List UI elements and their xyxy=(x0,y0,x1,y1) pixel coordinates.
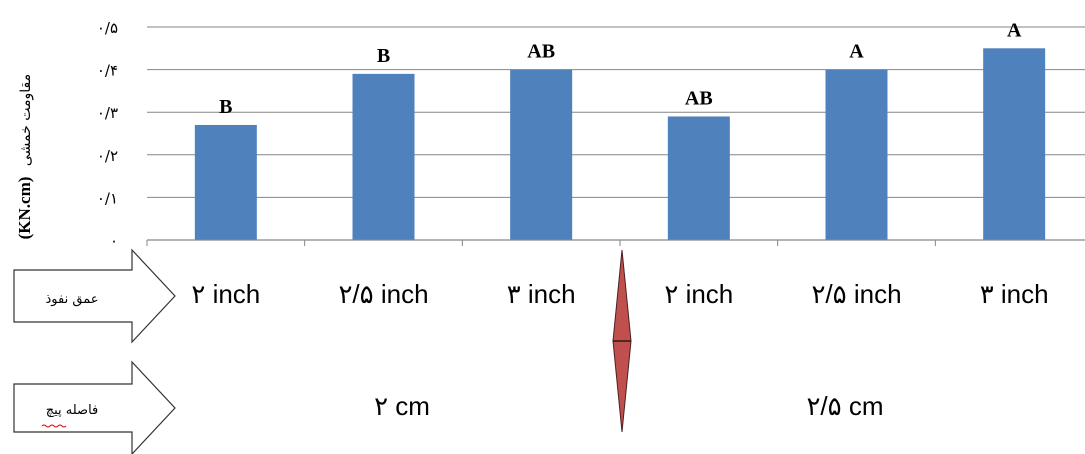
significance-letter: AB xyxy=(685,87,713,109)
significance-letter: A xyxy=(1007,19,1022,41)
significance-letter: B xyxy=(219,96,232,118)
bar xyxy=(825,69,888,240)
x-category-label: ۳ inch xyxy=(507,279,576,309)
y-tick-label: ۰/۵ xyxy=(97,19,118,37)
bar xyxy=(667,116,730,240)
bar xyxy=(352,73,415,240)
y-tick-label: ۰/۲ xyxy=(97,147,118,165)
significance-letters: B B AB AB A A xyxy=(219,19,1022,118)
spacing-value-2: ۲/۵ cm xyxy=(806,391,883,421)
spacing-value-1: ۲ cm xyxy=(374,391,430,421)
y-axis-title-unit: (KN.cm) xyxy=(15,177,34,240)
depth-arrow-label: عمق نفوذ xyxy=(46,292,99,307)
bar xyxy=(194,124,257,240)
bars xyxy=(194,48,1046,240)
bar xyxy=(983,48,1046,240)
y-tick-label: ۰/۱ xyxy=(97,189,118,207)
x-category-label: ۲/۵ inch xyxy=(338,279,428,309)
significance-letter: AB xyxy=(527,41,555,63)
significance-letter: A xyxy=(849,41,864,63)
spacing-arrow-shape xyxy=(13,360,176,454)
x-category-label: ۳ inch xyxy=(980,279,1049,309)
y-tick-label: ۰ xyxy=(110,232,118,250)
bar xyxy=(510,69,573,240)
y-tick-label: ۰/۳ xyxy=(97,104,118,122)
x-category-label: ۲ inch xyxy=(664,279,733,309)
gridlines xyxy=(147,26,1085,198)
significance-letter: B xyxy=(377,45,390,67)
x-axis: ۲ inch ۲/۵ inch ۳ inch ۲ inch ۲/۵ inch ۳ inch xyxy=(146,239,1085,309)
spacing-arrow-label: فاصله پیچ xyxy=(46,403,99,418)
x-category-label: ۲ inch xyxy=(191,279,260,309)
spellcheck-squiggle xyxy=(41,424,67,428)
depth-arrow-shape xyxy=(13,248,176,344)
y-tick-labels: ۰ ۰/۱ ۰/۲ ۰/۳ ۰/۴ ۰/۵ xyxy=(97,19,118,250)
y-axis-title-text: مقاومت خمشی xyxy=(18,74,34,166)
x-category-label: ۲/۵ inch xyxy=(811,279,901,309)
y-tick-label: ۰/۴ xyxy=(97,62,118,80)
